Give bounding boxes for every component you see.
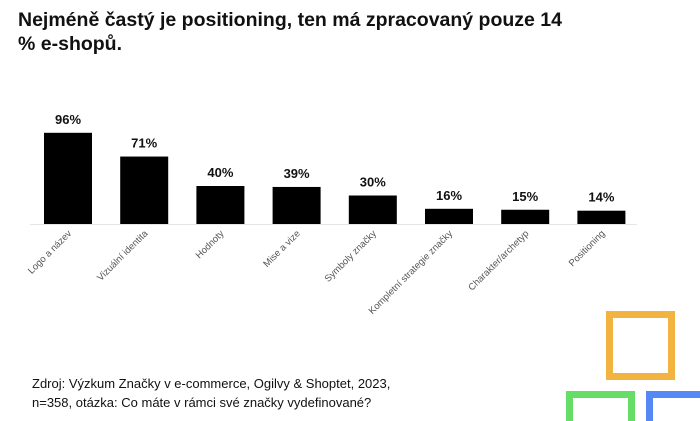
data-label: 71% [131,136,157,151]
data-label: 96% [55,112,81,127]
data-label: 30% [360,175,386,190]
bar [196,186,245,224]
category-label: Hodnoty [194,228,227,261]
bar [348,195,397,224]
bar [120,156,169,224]
data-label: 14% [588,190,614,205]
category-label: Symboly značky [323,228,379,284]
decorative-green-square [566,391,635,421]
source-line-2: n=358, otázka: Co máte v rámci své značk… [32,395,372,410]
category-label: Vizuální identita [95,228,151,284]
category-label: Charakter/archetyp [466,228,531,293]
decorative-orange-square [606,311,675,380]
source-note: Zdroj: Výzkum Značky v e-commerce, Ogilv… [32,374,390,412]
category-label: Positioning [567,228,608,269]
bar [425,208,473,224]
data-label: 39% [284,166,310,181]
category-label: Kompletní strategie značky [367,228,456,317]
decorative-blue-square [646,391,700,421]
bar [44,132,92,224]
bar [577,210,626,224]
chart-title: Nejméně častý je positioning, ten má zpr… [18,9,562,55]
data-label: 16% [436,188,462,203]
bar [501,209,550,224]
data-label: 15% [512,189,538,204]
source-line-1: Zdroj: Výzkum Značky v e-commerce, Ogilv… [32,376,391,391]
category-label: Logo a název [26,228,74,276]
data-label: 40% [207,165,233,180]
category-label: Mise a vize [261,228,302,269]
bar-chart: 96% Logo a název 71% Vizuální identita 40% Ho… [26,112,637,317]
bar [272,186,321,224]
